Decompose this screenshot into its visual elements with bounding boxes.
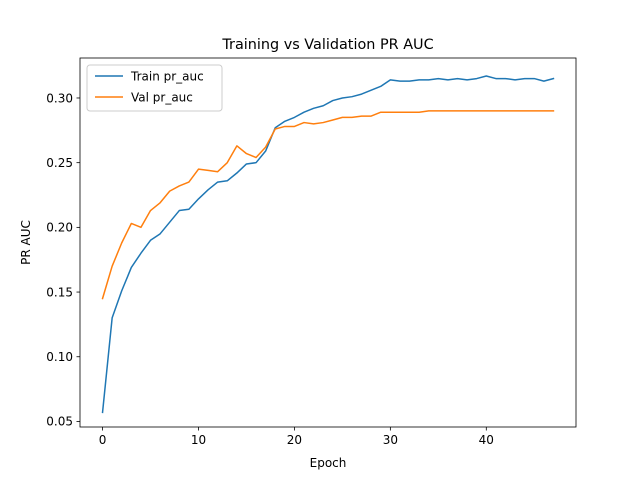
- y-tick-label: 0.25: [46, 156, 73, 170]
- x-tick-label: 40: [479, 433, 494, 447]
- series-line-train: [101, 75, 555, 414]
- legend-label-train: Train pr_auc: [130, 70, 204, 84]
- plot-area: [80, 58, 576, 427]
- x-tick-label: 30: [383, 433, 398, 447]
- series-layer: [101, 75, 555, 414]
- y-tick-label: 0.10: [46, 350, 73, 364]
- x-tick-layer: 0 10 20 30 40: [99, 427, 494, 447]
- y-axis-label: PR AUC: [19, 220, 33, 265]
- y-tick-label: 0.05: [46, 415, 73, 429]
- x-tick-label: 0: [99, 433, 107, 447]
- plot-frame: [79, 57, 577, 428]
- y-tick-label: 0.15: [46, 285, 73, 299]
- chart-title: Training vs Validation PR AUC: [221, 37, 433, 53]
- legend-label-val: Val pr_auc: [131, 91, 193, 105]
- y-tick-label: 0.20: [46, 221, 73, 235]
- series-line-val: [101, 110, 555, 300]
- y-tick-layer: 0.05 0.10 0.15 0.20 0.25 0.30: [46, 91, 80, 429]
- x-tick-label: 10: [191, 433, 206, 447]
- x-axis-label: Epoch: [310, 456, 347, 470]
- x-tick-label: 20: [287, 433, 302, 447]
- y-tick-label: 0.30: [46, 91, 73, 105]
- legend: Train pr_auc Val pr_auc: [86, 64, 223, 112]
